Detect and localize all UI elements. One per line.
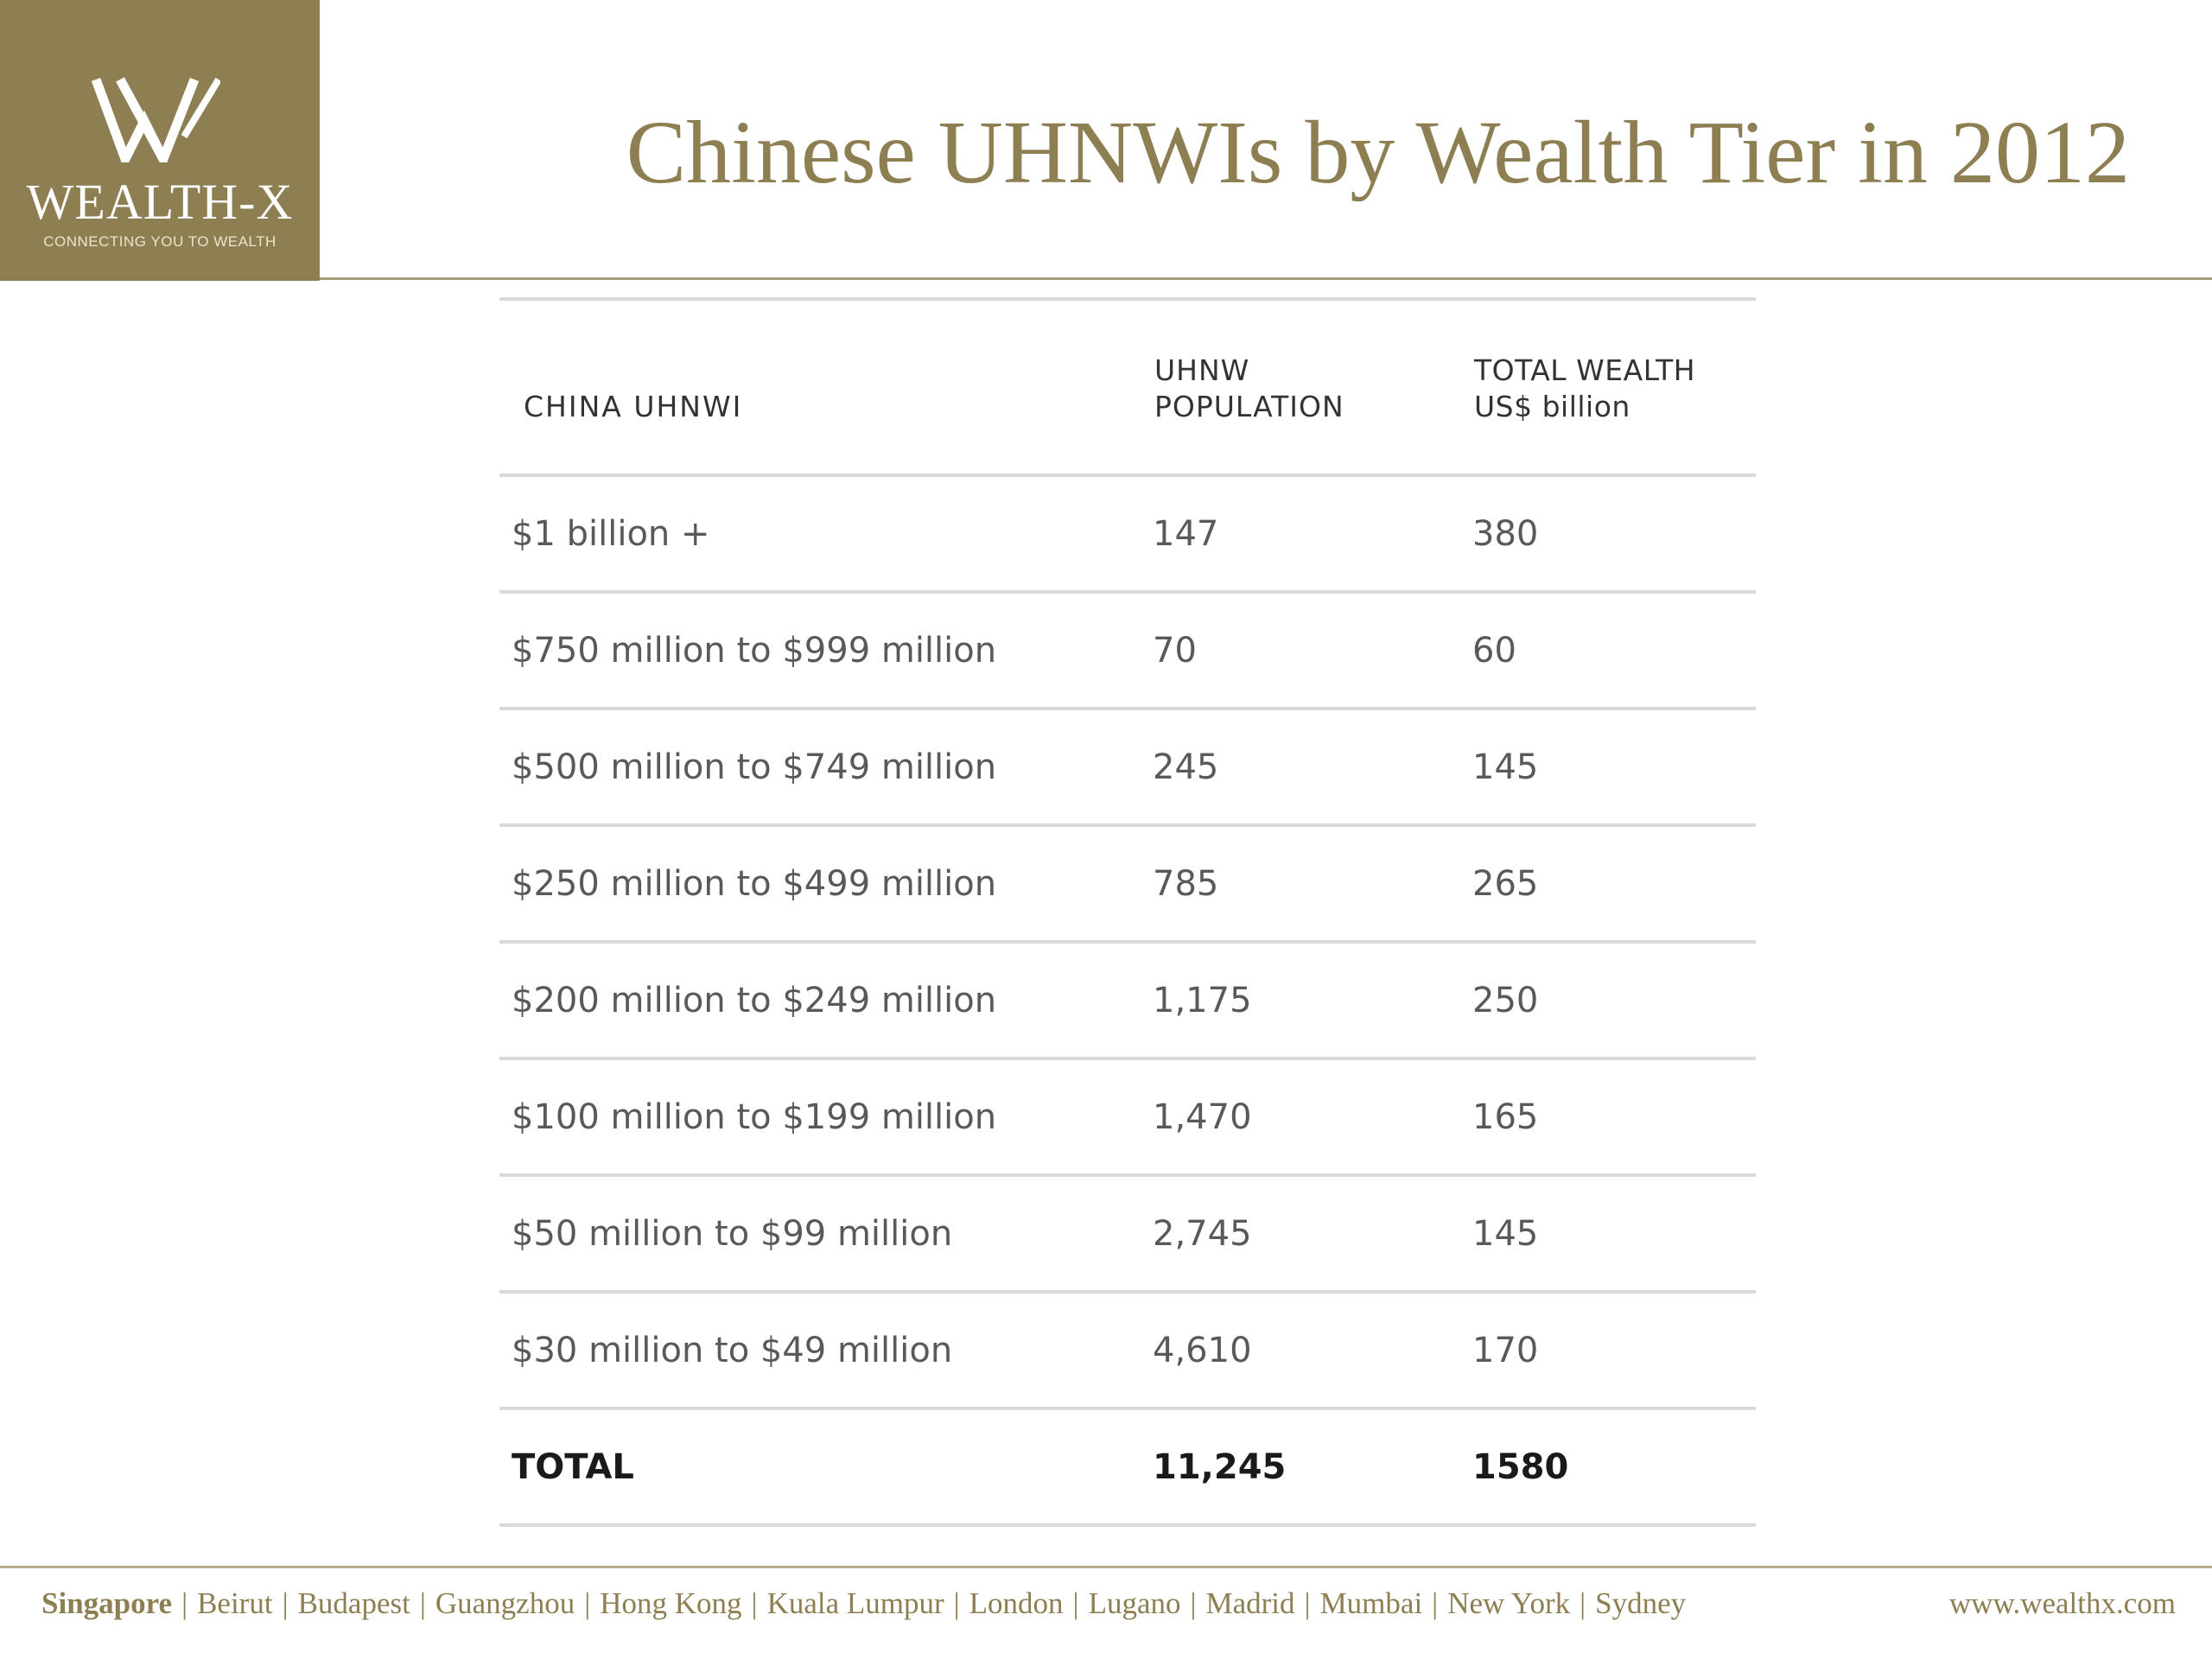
wealth-x-logo-icon	[91, 77, 220, 162]
header-china-uhnwi: CHINA UHNWI	[524, 390, 743, 423]
footer-city: Hong Kong	[600, 1586, 742, 1620]
wealth-cell: 250	[1472, 981, 1539, 1020]
wealth-cell: 380	[1472, 514, 1539, 554]
table-row: $750 million to $999 million 70 60	[499, 594, 1756, 710]
footer-url: www.wealthx.com	[1948, 1586, 2176, 1620]
footer-separator: |	[751, 1586, 758, 1620]
tier-cell: $30 million to $49 million	[512, 1331, 953, 1370]
header-total-wealth-line1: TOTAL WEALTH	[1474, 353, 1696, 387]
logo-tagline: CONNECTING YOU TO WEALTH	[43, 233, 276, 250]
tier-cell: $500 million to $749 million	[512, 747, 997, 787]
footer-city: Beirut	[197, 1586, 273, 1620]
population-cell: 147	[1153, 514, 1219, 554]
population-cell: 4,610	[1153, 1331, 1252, 1370]
header-divider	[320, 277, 2212, 280]
population-cell: 1,175	[1153, 981, 1252, 1020]
footer-city: New York	[1447, 1586, 1571, 1620]
footer-separator: |	[584, 1586, 591, 1620]
wealth-tier-table: CHINA UHNWI UHNW POPULATION TOTAL WEALTH…	[499, 297, 1756, 1527]
footer-separator: |	[1190, 1586, 1197, 1620]
footer-separator: |	[1304, 1586, 1311, 1620]
tier-cell: $200 million to $249 million	[512, 981, 997, 1020]
footer-city: London	[969, 1586, 1064, 1620]
footer-city: Singapore	[41, 1586, 173, 1620]
footer-separator: |	[419, 1586, 426, 1620]
table-row: $250 million to $499 million 785 265	[499, 827, 1756, 944]
table-row: $100 million to $199 million 1,470 165	[499, 1060, 1756, 1177]
footer-separator: |	[953, 1586, 960, 1620]
footer-separator: |	[1072, 1586, 1079, 1620]
population-cell: 785	[1153, 864, 1219, 904]
population-cell: 70	[1153, 631, 1197, 671]
total-wealth: 1580	[1472, 1447, 1569, 1487]
table-row: $1 billion + 147 380	[499, 477, 1756, 594]
header-total-wealth-unit: US$ billion	[1474, 390, 1630, 423]
tier-cell: $250 million to $499 million	[512, 864, 997, 904]
footer-city: Mumbai	[1319, 1586, 1423, 1620]
wealth-cell: 170	[1472, 1331, 1539, 1370]
wealth-cell: 165	[1472, 1097, 1539, 1137]
table-row: $30 million to $49 million 4,610 170	[499, 1294, 1756, 1410]
table-row: $50 million to $99 million 2,745 145	[499, 1177, 1756, 1294]
wealth-cell: 145	[1472, 747, 1539, 787]
footer-separator: |	[181, 1586, 188, 1620]
page-title: Chinese UHNWIs by Wealth Tier in 2012	[626, 103, 2130, 202]
footer-city: Sydney	[1595, 1586, 1687, 1620]
wealth-cell: 265	[1472, 864, 1539, 904]
table-row: $200 million to $249 million 1,175 250	[499, 944, 1756, 1060]
tier-cell: $1 billion +	[512, 514, 710, 554]
footer-separator: |	[282, 1586, 289, 1620]
table-total-row: TOTAL 11,245 1580	[499, 1410, 1756, 1527]
tier-cell: $100 million to $199 million	[512, 1097, 997, 1137]
footer-city: Budapest	[297, 1586, 410, 1620]
footer-city: Guangzhou	[435, 1586, 575, 1620]
logo-name: WEALTH-X	[26, 174, 294, 230]
population-cell: 1,470	[1153, 1097, 1252, 1137]
wealth-cell: 145	[1472, 1214, 1539, 1254]
header-total-wealth: TOTAL WEALTH US$ billion	[1474, 353, 1695, 425]
total-label: TOTAL	[512, 1447, 634, 1487]
tier-cell: $750 million to $999 million	[512, 631, 997, 671]
header-uhnw-population-line2: POPULATION	[1154, 390, 1344, 423]
table-row: $500 million to $749 million 245 145	[499, 710, 1756, 827]
footer-city: Kuala Lumpur	[766, 1586, 944, 1620]
population-cell: 2,745	[1153, 1214, 1252, 1254]
population-cell: 245	[1153, 747, 1219, 787]
footer-city: Madrid	[1205, 1586, 1295, 1620]
table-header: CHINA UHNWI UHNW POPULATION TOTAL WEALTH…	[499, 301, 1756, 477]
wealth-cell: 60	[1472, 631, 1516, 671]
footer-separator: |	[1432, 1586, 1439, 1620]
footer-divider	[0, 1566, 2212, 1568]
footer-city: Lugano	[1088, 1586, 1181, 1620]
header-uhnw-population: UHNW POPULATION	[1154, 353, 1344, 425]
total-population: 11,245	[1153, 1447, 1287, 1487]
tier-cell: $50 million to $99 million	[512, 1214, 953, 1254]
header-uhnw-population-line1: UHNW	[1154, 353, 1250, 387]
logo: WEALTH-X CONNECTING YOU TO WEALTH	[0, 0, 320, 281]
footer-separator: |	[1580, 1586, 1586, 1620]
footer-office-cities: Singapore | Beirut | Budapest | Guangzhou | Hong…	[41, 1586, 1686, 1621]
